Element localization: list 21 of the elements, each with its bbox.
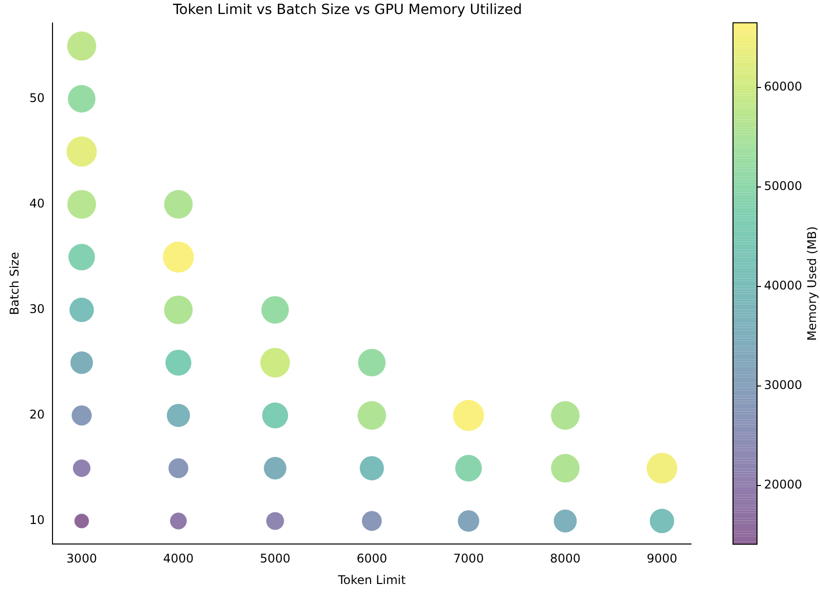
x-tick-label: 3000 bbox=[66, 552, 97, 566]
x-tick-label: 7000 bbox=[453, 552, 484, 566]
y-tick-label: 10 bbox=[29, 513, 45, 528]
x-tick-label: 9000 bbox=[646, 552, 678, 566]
color-bar-label: 50000 bbox=[764, 179, 802, 194]
chart-title: Token Limit vs Batch Size vs GPU Memory Utilized bbox=[172, 2, 522, 18]
x-tick-label: 6000 bbox=[356, 552, 388, 566]
x-axis-title: Token Limit bbox=[336, 572, 406, 587]
color-bar-label: 20000 bbox=[764, 478, 802, 492]
color-bar-label: 40000 bbox=[764, 278, 802, 293]
y-tick-label: 30 bbox=[29, 302, 45, 316]
x-tick-label: 5000 bbox=[260, 552, 290, 566]
color-bar-title: Memory Used (MB) bbox=[805, 226, 820, 341]
y-tick-label: 50 bbox=[29, 90, 45, 105]
color-bar-label: 30000 bbox=[764, 378, 802, 392]
y-tick-label: 40 bbox=[29, 196, 45, 210]
x-tick-label: 4000 bbox=[163, 552, 194, 566]
y-tick-label: 20 bbox=[29, 408, 45, 422]
x-tick-label: 8000 bbox=[550, 552, 581, 566]
color-bar-label: 60000 bbox=[764, 80, 802, 94]
y-axis-title: Batch Size bbox=[7, 252, 22, 315]
